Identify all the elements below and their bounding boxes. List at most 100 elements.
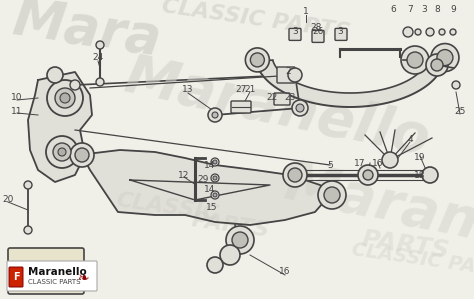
Circle shape xyxy=(296,104,304,112)
Circle shape xyxy=(250,53,264,67)
Text: Mara: Mara xyxy=(10,0,165,66)
Circle shape xyxy=(431,44,459,71)
Circle shape xyxy=(53,143,71,161)
Polygon shape xyxy=(28,72,92,182)
Circle shape xyxy=(58,148,66,156)
Polygon shape xyxy=(82,150,330,225)
FancyBboxPatch shape xyxy=(312,30,324,42)
Circle shape xyxy=(47,80,83,116)
Circle shape xyxy=(318,181,346,209)
Text: 1: 1 xyxy=(303,7,309,16)
Circle shape xyxy=(24,226,32,234)
Circle shape xyxy=(213,160,217,164)
Text: 7: 7 xyxy=(407,5,413,14)
Text: CLASSIC PARTS: CLASSIC PARTS xyxy=(28,279,81,285)
Text: 9: 9 xyxy=(450,5,456,14)
Circle shape xyxy=(401,46,429,74)
FancyBboxPatch shape xyxy=(231,101,251,113)
Circle shape xyxy=(55,88,75,108)
Circle shape xyxy=(431,59,443,71)
FancyBboxPatch shape xyxy=(9,267,23,287)
Text: 2: 2 xyxy=(285,68,291,77)
Text: 26: 26 xyxy=(312,28,324,36)
Text: 24: 24 xyxy=(92,54,104,62)
Circle shape xyxy=(211,191,219,199)
Circle shape xyxy=(60,93,70,103)
Text: 4: 4 xyxy=(407,135,413,144)
Text: CLASSIC PARTS: CLASSIC PARTS xyxy=(160,0,351,42)
Text: 3: 3 xyxy=(421,5,427,14)
Circle shape xyxy=(403,27,413,37)
Text: 16: 16 xyxy=(372,158,384,167)
Text: 13: 13 xyxy=(182,86,194,94)
Circle shape xyxy=(213,176,217,180)
Text: 18: 18 xyxy=(414,170,426,179)
Text: 23: 23 xyxy=(284,92,296,101)
Circle shape xyxy=(232,232,248,248)
FancyBboxPatch shape xyxy=(289,28,301,40)
Text: Maranello: Maranello xyxy=(28,267,87,277)
Circle shape xyxy=(24,181,32,189)
Circle shape xyxy=(288,168,302,182)
Text: 17: 17 xyxy=(354,158,366,167)
FancyBboxPatch shape xyxy=(7,261,97,291)
Circle shape xyxy=(437,50,453,65)
Circle shape xyxy=(211,158,219,166)
Circle shape xyxy=(246,48,269,72)
Text: 14: 14 xyxy=(204,185,216,195)
Circle shape xyxy=(226,226,254,254)
Circle shape xyxy=(96,78,104,86)
Text: PARTS: PARTS xyxy=(190,210,271,241)
Text: CLASSIC: CLASSIC xyxy=(115,190,220,224)
FancyBboxPatch shape xyxy=(335,28,347,40)
Text: 16: 16 xyxy=(279,268,291,277)
FancyBboxPatch shape xyxy=(274,93,290,105)
Text: PARTS: PARTS xyxy=(360,227,451,263)
Circle shape xyxy=(382,152,398,168)
FancyBboxPatch shape xyxy=(277,67,295,83)
Text: 19: 19 xyxy=(414,153,426,162)
Text: 25: 25 xyxy=(454,108,465,117)
Circle shape xyxy=(96,41,104,49)
Circle shape xyxy=(208,108,222,122)
Circle shape xyxy=(452,81,460,89)
Circle shape xyxy=(426,54,448,76)
Circle shape xyxy=(70,143,94,167)
Text: 3: 3 xyxy=(292,28,298,36)
Text: 5: 5 xyxy=(327,161,333,170)
Text: 6: 6 xyxy=(390,5,396,14)
Circle shape xyxy=(439,29,445,35)
Circle shape xyxy=(324,187,340,203)
Text: 15: 15 xyxy=(206,202,218,211)
Circle shape xyxy=(363,170,373,180)
Circle shape xyxy=(358,165,378,185)
Text: 3: 3 xyxy=(337,28,343,36)
Text: Maranello: Maranello xyxy=(280,157,474,274)
Text: 10: 10 xyxy=(11,94,23,103)
Circle shape xyxy=(407,52,423,68)
Circle shape xyxy=(292,100,308,116)
Text: Maranello: Maranello xyxy=(120,50,435,167)
Circle shape xyxy=(75,148,89,162)
Text: CLASSIC PARTS: CLASSIC PARTS xyxy=(350,240,474,282)
Circle shape xyxy=(283,163,307,187)
Text: F: F xyxy=(13,272,19,282)
Text: 29: 29 xyxy=(197,176,209,184)
Text: 21: 21 xyxy=(244,86,255,94)
Circle shape xyxy=(422,167,438,183)
Text: ❧: ❧ xyxy=(78,271,90,285)
Circle shape xyxy=(211,174,219,182)
Circle shape xyxy=(220,245,240,265)
Text: 22: 22 xyxy=(266,92,278,101)
Circle shape xyxy=(450,29,456,35)
FancyBboxPatch shape xyxy=(8,248,84,294)
Circle shape xyxy=(415,29,421,35)
Text: 20: 20 xyxy=(2,196,14,205)
Circle shape xyxy=(212,112,218,118)
Circle shape xyxy=(213,193,217,197)
Circle shape xyxy=(426,28,434,36)
Circle shape xyxy=(288,68,302,82)
Polygon shape xyxy=(255,57,445,107)
Text: 27: 27 xyxy=(235,86,246,94)
Text: 11: 11 xyxy=(11,108,23,117)
